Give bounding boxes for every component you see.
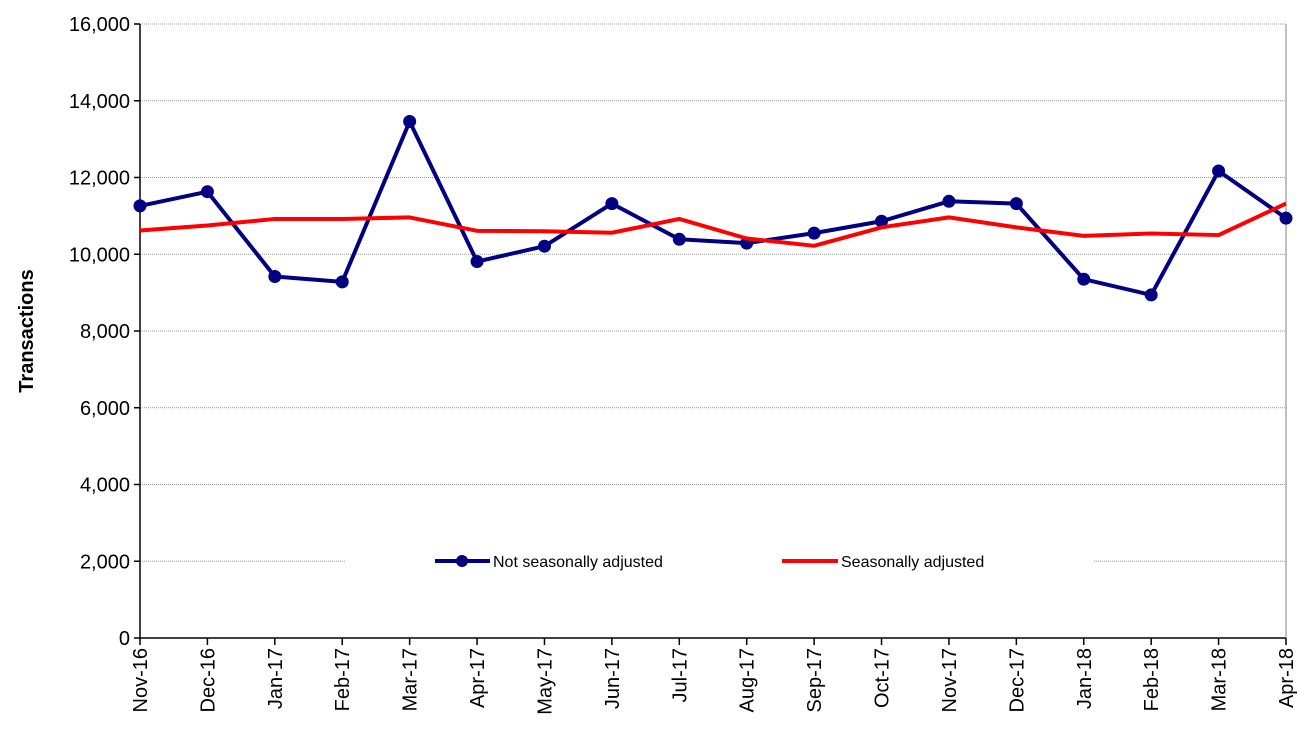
data-point (470, 255, 484, 269)
series (133, 114, 1293, 302)
x-tick-label: Jul-17 (669, 648, 691, 702)
x-tick-label: Apr-18 (1276, 648, 1298, 708)
x-tick-label: Jan-18 (1074, 648, 1096, 709)
data-point (335, 275, 349, 289)
series-seasonally-adjusted (139, 201, 1287, 248)
x-tick-label: Feb-18 (1141, 648, 1163, 711)
data-point (672, 232, 686, 246)
data-point (605, 197, 619, 211)
y-axis-ticks: 0 2,000 4,000 6,000 8,000 10,000 12,000 14,000 1… (69, 14, 140, 650)
data-point (200, 185, 214, 199)
x-tick-label: Aug-17 (737, 648, 759, 713)
data-point (1279, 211, 1293, 225)
data-point (133, 199, 147, 213)
data-point (942, 194, 956, 208)
data-point (807, 226, 821, 240)
y-tick-label: 0 (119, 628, 130, 650)
data-point (1212, 164, 1226, 178)
y-tick-label: 16,000 (69, 14, 130, 36)
x-tick-label: Apr-17 (467, 648, 489, 708)
x-tick-label: Feb-17 (332, 648, 354, 711)
data-point (1144, 288, 1158, 302)
x-tick-label: Dec-17 (1006, 648, 1028, 712)
legend-marker-not-seasonally-adjusted (456, 555, 468, 567)
x-tick-label: Nov-17 (939, 648, 961, 712)
x-tick-label: Mar-18 (1209, 648, 1231, 711)
data-point (1077, 272, 1091, 286)
x-tick-label: Nov-16 (130, 648, 152, 712)
y-axis-title: Transactions (16, 269, 38, 392)
data-point (268, 270, 282, 284)
y-tick-label: 2,000 (80, 551, 130, 573)
y-tick-label: 14,000 (69, 91, 130, 113)
x-tick-label: Jun-17 (602, 648, 624, 709)
x-tick-label: Oct-17 (872, 648, 894, 708)
legend-label-not-seasonally-adjusted: Not seasonally adjusted (493, 554, 663, 571)
data-point (403, 114, 417, 128)
x-tick-label: Sep-17 (804, 648, 826, 713)
x-tick-label: Dec-16 (197, 648, 219, 712)
y-tick-label: 8,000 (80, 321, 130, 343)
y-tick-label: 10,000 (69, 244, 130, 266)
series-line-not-seasonally-adjusted (139, 119, 1288, 297)
data-point (1009, 197, 1023, 211)
gridlines (140, 23, 1286, 562)
legend-label-seasonally-adjusted: Seasonally adjusted (841, 554, 984, 571)
x-tick-label: Mar-17 (400, 648, 422, 711)
y-tick-label: 12,000 (69, 168, 130, 190)
x-tick-label: Jan-17 (265, 648, 287, 709)
legend: Not seasonally adjusted Seasonally adjus… (345, 543, 1093, 579)
data-point (875, 214, 889, 228)
series-not-seasonally-adjusted (133, 114, 1293, 302)
x-tick-label: May-17 (534, 648, 556, 715)
y-tick-label: 4,000 (80, 475, 130, 497)
data-point (537, 239, 551, 253)
series-line-seasonally-adjusted (139, 201, 1287, 248)
y-tick-label: 6,000 (80, 398, 130, 420)
x-axis-ticks: Nov-16 Dec-16 Jan-17 Feb-17 Mar-17 Apr-17 May-… (130, 638, 1298, 715)
